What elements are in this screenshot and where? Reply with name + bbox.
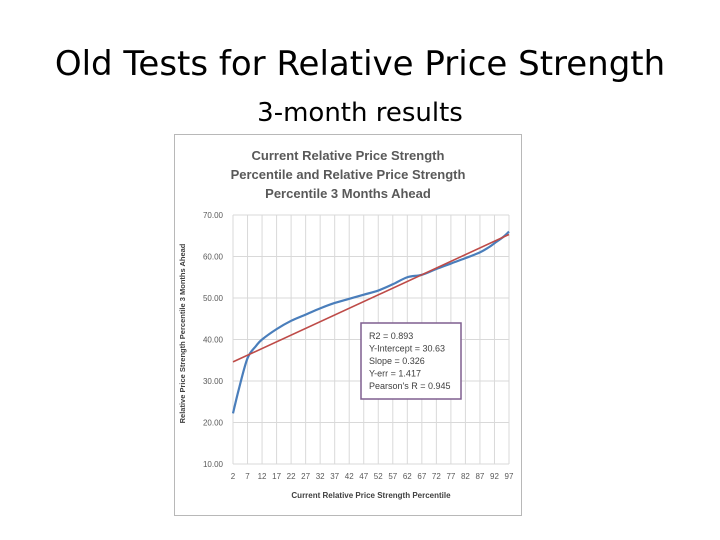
stats-line: R2 = 0.893	[369, 331, 413, 341]
x-axis-ticks: 2 7 12 17 22 27 32 37 42 47 52 57 62 67 72 77 82 87 92 97	[231, 472, 514, 481]
y-axis-ticks: 10.00 20.00 30.00 40.00 50.00 60.00 70.00	[203, 211, 224, 469]
x-tick-label: 67	[417, 472, 426, 481]
y-tick-label: 40.00	[203, 336, 224, 345]
stats-line: Y-err = 1.417	[369, 369, 421, 379]
chart-series	[231, 230, 510, 414]
chart-title-line: Current Relative Price Strength	[252, 148, 445, 163]
stats-box-frame	[360, 322, 462, 400]
stats-line: Pearson's R = 0.945	[369, 381, 451, 391]
stats-line: Y-Intercept = 30.63	[369, 344, 445, 354]
series-line-actual	[231, 230, 510, 414]
y-tick-label: 60.00	[203, 253, 224, 262]
stats-line: Slope = 0.326	[369, 356, 425, 366]
x-tick-label: 77	[446, 472, 455, 481]
x-tick-label: 87	[475, 472, 484, 481]
y-tick-label: 20.00	[203, 419, 224, 428]
x-tick-label: 92	[490, 472, 499, 481]
chart: Current Relative Price Strength Percentil…	[178, 148, 514, 500]
x-tick-label: 57	[388, 472, 397, 481]
chart-frame: Current Relative Price Strength Percentil…	[174, 134, 522, 516]
x-tick-label: 42	[345, 472, 354, 481]
x-tick-label: 72	[432, 472, 441, 481]
x-axis-label: Current Relative Price Strength Percenti…	[291, 491, 451, 500]
x-tick-label: 27	[301, 472, 310, 481]
chart-title: Current Relative Price Strength Percentil…	[231, 148, 466, 201]
x-tick-label: 17	[272, 472, 281, 481]
stats-box: R2 = 0.893 Y-Intercept = 30.63 Slope = 0.3…	[360, 322, 462, 400]
x-tick-label: 97	[505, 472, 514, 481]
series-line-trend	[232, 233, 510, 363]
chart-title-line: Percentile 3 Months Ahead	[265, 186, 431, 201]
chart-title-line: Percentile and Relative Price Strength	[231, 167, 466, 182]
x-tick-label: 62	[403, 472, 412, 481]
y-axis-label: Relative Price Strength Percentile 3 Mon…	[178, 243, 187, 423]
y-tick-label: 30.00	[203, 377, 224, 386]
y-tick-label: 10.00	[203, 460, 224, 469]
slide-title: Old Tests for Relative Price Strength	[54, 44, 666, 84]
x-tick-label: 2	[231, 472, 236, 481]
x-tick-label: 82	[461, 472, 470, 481]
y-tick-label: 70.00	[203, 211, 224, 220]
x-tick-label: 52	[374, 472, 383, 481]
slide-subtitle: 3-month results	[257, 98, 463, 128]
x-tick-label: 12	[258, 472, 267, 481]
x-tick-label: 32	[316, 472, 325, 481]
x-tick-label: 22	[287, 472, 296, 481]
x-tick-label: 37	[330, 472, 339, 481]
x-tick-label: 47	[359, 472, 368, 481]
y-tick-label: 50.00	[203, 294, 224, 303]
x-tick-label: 7	[245, 472, 250, 481]
